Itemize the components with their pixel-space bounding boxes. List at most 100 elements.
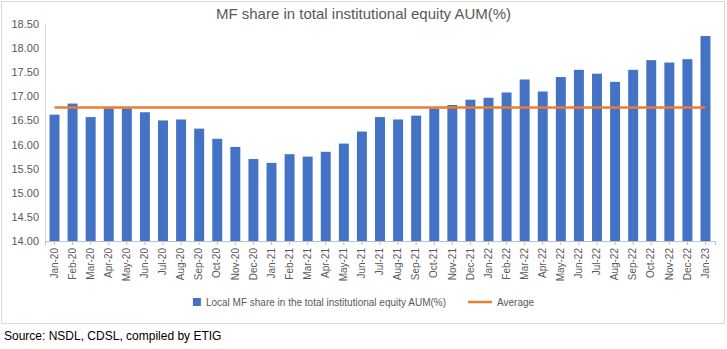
x-tick-mark [108, 241, 109, 245]
x-axis: Jan-20Feb-20Mar-20Apr-20May-20Jun-20Jul-… [46, 241, 716, 281]
x-tick-mark [271, 241, 272, 245]
legend-label: Local MF share in the total institutiona… [206, 297, 446, 308]
bar [357, 132, 367, 241]
x-tick-label: Jan-22 [483, 248, 494, 279]
x-tick-label: Aug-20 [175, 248, 186, 281]
x-tick: Feb-20 [67, 241, 78, 280]
x-tick-mark [343, 241, 344, 245]
bar [610, 82, 620, 241]
x-tick-label: Jun-22 [573, 248, 584, 279]
x-tick-label: Sep-22 [627, 248, 638, 281]
x-tick-label: Jan-20 [49, 248, 60, 279]
bar [520, 79, 530, 241]
x-tick-label: Mar-21 [302, 248, 313, 280]
x-tick: May-21 [338, 241, 349, 281]
bar [50, 115, 60, 241]
x-tick: Aug-20 [175, 241, 186, 280]
legend-swatch [193, 298, 201, 306]
y-tick: 16.00 [11, 139, 45, 151]
bar [104, 108, 114, 241]
x-tick-label: Dec-21 [465, 248, 476, 281]
x-tick-mark [72, 241, 73, 245]
x-tick-mark [126, 241, 127, 245]
x-tick-label: Oct-20 [211, 248, 222, 278]
x-tick: Jan-21 [266, 241, 277, 279]
title: MF share in total institutional equity A… [216, 5, 511, 22]
x-tick: Jun-22 [573, 241, 584, 279]
x-tick: Jun-21 [356, 241, 367, 279]
x-tick: Dec-20 [248, 241, 259, 280]
bar [682, 59, 692, 241]
y-tick: 17.00 [11, 90, 45, 102]
chart: 14.0014.5015.0015.5016.0016.5017.0017.50… [0, 0, 727, 349]
x-tick: Apr-20 [103, 241, 114, 278]
bar [122, 108, 132, 241]
x-tick-mark [669, 241, 670, 245]
x-tick: Dec-21 [465, 241, 476, 280]
x-tick: Apr-21 [320, 241, 331, 278]
x-tick: Jun-20 [139, 241, 150, 279]
bar [68, 104, 78, 241]
x-tick-label: Feb-20 [67, 248, 78, 280]
y-tick: 17.50 [11, 66, 45, 78]
bar [212, 139, 222, 241]
bar [502, 92, 512, 241]
x-tick: Feb-21 [284, 241, 295, 280]
y-tick-label: 17.00 [11, 90, 39, 102]
x-tick: Jul-20 [157, 241, 168, 275]
x-tick-mark [434, 241, 435, 245]
bar [303, 157, 313, 241]
x-tick-mark [470, 241, 471, 245]
x-tick-mark [144, 241, 145, 245]
x-tick-mark [54, 241, 55, 245]
legend-swatch [468, 301, 492, 304]
x-tick-mark [597, 241, 598, 245]
x-tick-mark [506, 241, 507, 245]
x-tick-label: Jan-21 [266, 248, 277, 279]
x-tick: Jan-20 [49, 241, 60, 279]
x-tick-mark [416, 241, 417, 245]
x-tick-label: Nov-20 [230, 248, 241, 281]
x-tick-mark [398, 241, 399, 245]
x-tick: Mar-22 [519, 241, 530, 280]
y-tick: 15.00 [11, 187, 45, 199]
x-axis-line [46, 242, 716, 246]
bar [664, 63, 674, 241]
bar [86, 117, 96, 241]
line [54, 106, 705, 109]
y-tick: 16.50 [11, 114, 45, 126]
x-tick-label: Mar-22 [519, 248, 530, 280]
y-tick: 15.50 [11, 163, 45, 175]
x-tick-label: Nov-21 [447, 248, 458, 281]
bar [140, 112, 150, 241]
x-tick: May-22 [555, 241, 566, 281]
x-tick-mark [380, 241, 381, 245]
x-tick-label: Oct-21 [428, 248, 439, 278]
x-tick-label: Aug-21 [392, 248, 403, 281]
x-tick-mark [90, 241, 91, 245]
x-tick-label: Sep-20 [193, 248, 204, 281]
x-tick-mark [542, 241, 543, 245]
y-axis-line [45, 25, 46, 242]
y-tick-label: 18.50 [11, 18, 39, 30]
x-tick-label: Dec-20 [248, 248, 259, 281]
x-tick-mark [289, 241, 290, 245]
x-tick-label: Sep-21 [410, 248, 421, 281]
x-tick: Aug-22 [609, 241, 620, 280]
x-tick-mark [687, 241, 688, 245]
x-tick: Oct-22 [645, 241, 656, 278]
x-tick-mark [633, 241, 634, 245]
x-tick-mark [578, 241, 579, 245]
x-tick-label: Apr-21 [320, 248, 331, 278]
x-tick-label: Jun-20 [139, 248, 150, 279]
y-tick-label: 15.50 [11, 163, 39, 175]
x-tick-label: Mar-20 [85, 248, 96, 280]
legend-label: Average [497, 297, 535, 308]
x-tick: Jan-23 [700, 241, 711, 279]
x-tick: Oct-20 [211, 241, 222, 278]
x-tick-label: Aug-22 [609, 248, 620, 281]
x-tick-label: Dec-22 [682, 248, 693, 281]
x-tick-label: Feb-21 [284, 248, 295, 280]
x-tick-mark [560, 241, 561, 245]
x-tick: Nov-21 [447, 241, 458, 280]
